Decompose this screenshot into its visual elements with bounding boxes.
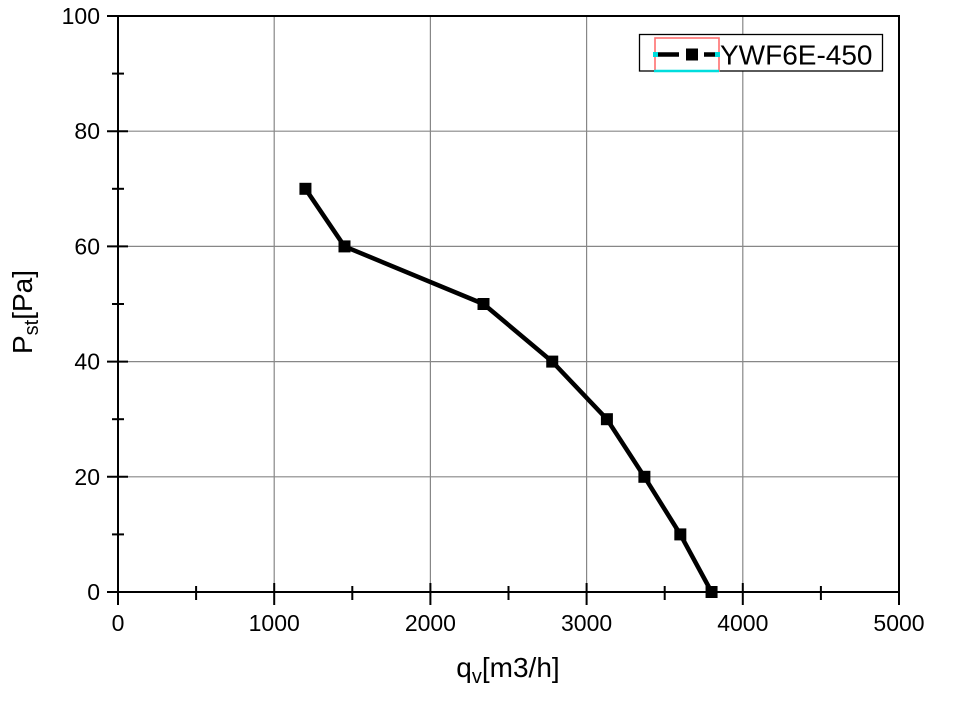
series-line[interactable] [303, 187, 714, 594]
y-axis-title-unit: [Pa] [7, 270, 38, 320]
x-tick-label-1000: 1000 [249, 610, 300, 636]
tick-labels: 0 1000 2000 3000 4000 5000 0 20 40 60 80 100 [62, 3, 925, 636]
data-point-marker[interactable] [705, 586, 718, 598]
data-point-marker[interactable] [338, 240, 351, 253]
x-axis-title-subscript: v [472, 666, 482, 688]
y-tick-label-40: 40 [74, 349, 100, 375]
y-tick-label-0: 0 [87, 579, 100, 605]
x-axis-title-base: q [456, 652, 472, 683]
legend-selection-handle-left [653, 52, 658, 57]
x-tick-label-0: 0 [112, 610, 125, 636]
y-axis-title-base: P [7, 335, 38, 354]
data-point-marker[interactable] [638, 470, 651, 483]
axis-ticks [107, 15, 900, 605]
legend-label[interactable]: YWF6E-450 [720, 40, 873, 71]
x-tick-label-4000: 4000 [717, 610, 768, 636]
legend-selection-handle-right [715, 52, 720, 57]
data-point-marker[interactable] [674, 528, 687, 541]
legend-marker-sample [686, 48, 698, 61]
legend-box[interactable] [638, 33, 884, 72]
x-axis-title-unit: [m3/h] [482, 652, 560, 683]
x-axis-title: qv[m3/h] [456, 652, 559, 688]
y-axis-title: Pst[Pa] [7, 270, 43, 354]
y-tick-label-100: 100 [62, 3, 100, 29]
data-point-marker[interactable] [546, 355, 559, 368]
y-axis-title-subscript: st [21, 319, 43, 335]
x-tick-label-5000: 5000 [873, 610, 924, 636]
y-tick-label-80: 80 [74, 118, 100, 144]
x-tick-label-3000: 3000 [561, 610, 612, 636]
data-point-marker[interactable] [600, 413, 613, 426]
x-tick-label-2000: 2000 [405, 610, 456, 636]
y-tick-label-20: 20 [74, 464, 100, 490]
data-point-marker[interactable] [477, 298, 490, 310]
y-tick-label-60: 60 [74, 233, 100, 259]
gridlines [118, 16, 899, 592]
data-point-marker[interactable] [299, 182, 312, 195]
legend[interactable]: YWF6E-450 [638, 33, 884, 73]
series-ywf6e-450[interactable] [299, 182, 718, 598]
